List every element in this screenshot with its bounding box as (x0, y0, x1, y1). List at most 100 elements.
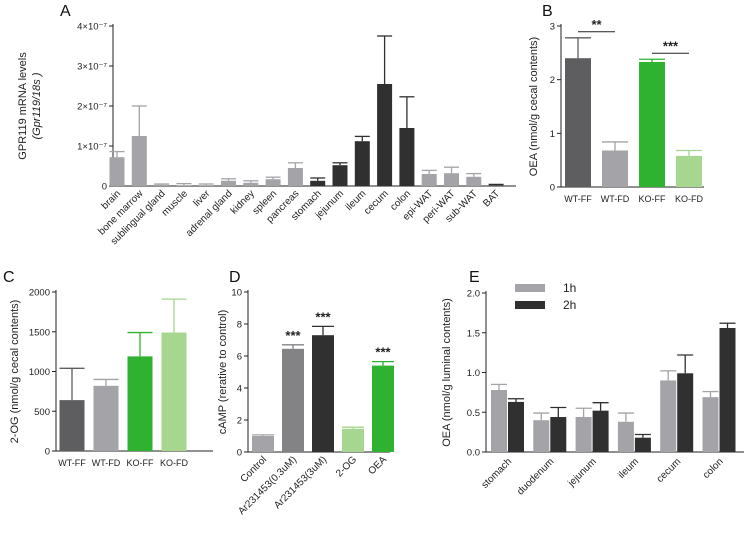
bar-a-10 (332, 165, 348, 186)
y-tick-label-b-3: 3 (550, 22, 555, 33)
x-tick-label-d-3: 2-OG (334, 454, 359, 479)
x-tick-label-e-2: jejunum (565, 456, 598, 489)
bar-a-13 (399, 128, 415, 186)
y-tick-label-c-2: 1000 (29, 367, 50, 378)
y-axis-title-a-2: (Gpr119/18s ) (31, 72, 43, 139)
y-tick-label-a-3: 3×10⁻⁷ (77, 62, 107, 73)
y-tick-label-c-3: 1500 (29, 327, 50, 338)
y-tick-label-b-2: 2 (550, 75, 555, 86)
y-tick-label-e-3: 1.5 (467, 328, 480, 339)
panel-letter-a: A (60, 3, 71, 20)
bar-c-3 (161, 332, 187, 451)
legend-label-1h: 1h (563, 281, 576, 295)
y-tick-label-d-3: 6 (237, 352, 242, 363)
y-tick-label-c-0: 0 (45, 447, 50, 458)
bar-e-colon-2h (719, 327, 736, 452)
bar-a-2 (154, 184, 170, 186)
bar-e-ileum-2h (634, 437, 651, 452)
panel-letter-b: B (542, 3, 553, 20)
bar-a-7 (265, 179, 281, 186)
x-tick-label-e-4: cecum (655, 456, 684, 485)
bar-e-stomach-1h (491, 389, 507, 452)
y-tick-label-e-2: 1.0 (467, 368, 480, 379)
x-tick-label-e-0: stomach (480, 456, 515, 491)
bar-e-cecum-2h (677, 373, 694, 452)
x-tick-label-a-3: muscle (160, 188, 190, 218)
y-tick-label-d-1: 2 (237, 416, 242, 427)
bar-a-5 (221, 180, 236, 186)
bar-d-4 (372, 365, 394, 452)
bar-a-14 (421, 174, 437, 186)
bar-a-11 (354, 141, 370, 186)
bar-d-3 (342, 428, 364, 452)
bar-a-9 (310, 180, 326, 186)
x-tick-label-c-3: KO-FD (160, 458, 188, 468)
y-tick-label-b-0: 0 (550, 183, 555, 194)
x-tick-label-a-17: BAT (481, 188, 502, 209)
bar-e-duodenum-2h (550, 417, 567, 452)
bar-e-stomach-2h (508, 401, 524, 452)
y-tick-label-c-4: 2000 (29, 288, 50, 299)
panel-letter-c: C (3, 269, 15, 286)
x-tick-label-c-0: WT-FF (58, 458, 86, 468)
bar-b-3 (676, 155, 702, 187)
bar-e-colon-1h (702, 397, 719, 452)
x-tick-label-c-2: KO-FF (127, 458, 154, 468)
bar-e-ileum-1h (617, 421, 634, 452)
x-tick-label-e-1: duodenum (515, 456, 556, 497)
sig-label-b-1: *** (663, 38, 679, 53)
y-axis-title-e: OEA (nmol/g luminal contents) (441, 298, 453, 447)
x-tick-label-c-1: WT-FD (92, 458, 121, 468)
x-tick-label-d-4: OEA (366, 454, 389, 477)
bar-a-8 (287, 168, 303, 186)
legend-swatch-2h (515, 301, 545, 309)
bar-a-17 (488, 185, 504, 186)
bar-d-2 (312, 335, 334, 452)
y-axis-title-b: OEA (nmol/g cecal contents) (528, 37, 540, 176)
bar-d-0 (252, 436, 274, 452)
bar-b-1 (602, 150, 628, 187)
x-tick-label-d-2: Ar231453(3uM) (272, 454, 329, 511)
bar-a-15 (444, 173, 459, 186)
x-tick-label-b-3: KO-FD (675, 194, 703, 204)
y-tick-label-a-1: 1×10⁻⁷ (77, 142, 107, 153)
bar-c-2 (127, 356, 153, 451)
y-tick-label-e-0: 0.0 (467, 448, 480, 459)
sig-label-d-4: *** (375, 345, 391, 360)
x-tick-label-b-0: WT-FF (564, 194, 592, 204)
x-tick-label-e-3: ileum (616, 456, 641, 481)
sig-label-d-2: *** (315, 309, 331, 324)
y-tick-label-a-0: 0 (102, 182, 107, 193)
bar-b-0 (565, 58, 591, 188)
panel-letter-d: D (229, 269, 241, 286)
x-tick-label-b-2: KO-FF (639, 194, 666, 204)
bar-e-duodenum-1h (533, 420, 550, 452)
bar-b-2 (639, 61, 665, 187)
y-axis-title-a: GPR119 mRNA levels (17, 52, 29, 160)
bar-a-6 (243, 182, 259, 186)
bar-e-jejunum-1h (575, 417, 592, 452)
y-tick-label-e-1: 0.5 (467, 408, 480, 419)
legend-swatch-1h (515, 284, 545, 292)
bar-a-12 (377, 84, 393, 186)
bar-a-1 (131, 136, 147, 186)
legend-label-2h: 2h (563, 298, 576, 312)
y-tick-label-d-4: 8 (237, 320, 242, 331)
x-tick-label-a-12: cecum (362, 188, 391, 217)
y-tick-label-d-5: 10 (231, 288, 242, 299)
bar-d-1 (282, 348, 304, 452)
y-tick-label-e-4: 2.0 (467, 289, 480, 300)
y-axis-title-c: 2-OG (nmol/g cecal contents) (9, 300, 21, 444)
sig-label-b-0: ** (591, 17, 602, 32)
x-tick-label-e-5: colon (701, 456, 726, 481)
bar-e-cecum-1h (660, 380, 677, 452)
bar-a-3 (176, 185, 192, 186)
y-tick-label-b-1: 1 (550, 129, 555, 140)
y-tick-label-d-2: 4 (237, 384, 242, 395)
y-tick-label-a-2: 2×10⁻⁷ (77, 102, 107, 113)
bar-a-16 (466, 176, 482, 186)
bar-a-4 (198, 185, 214, 186)
bar-e-jejunum-2h (592, 410, 609, 452)
y-axis-title-d: cAMP (rerative to control) (217, 310, 229, 435)
